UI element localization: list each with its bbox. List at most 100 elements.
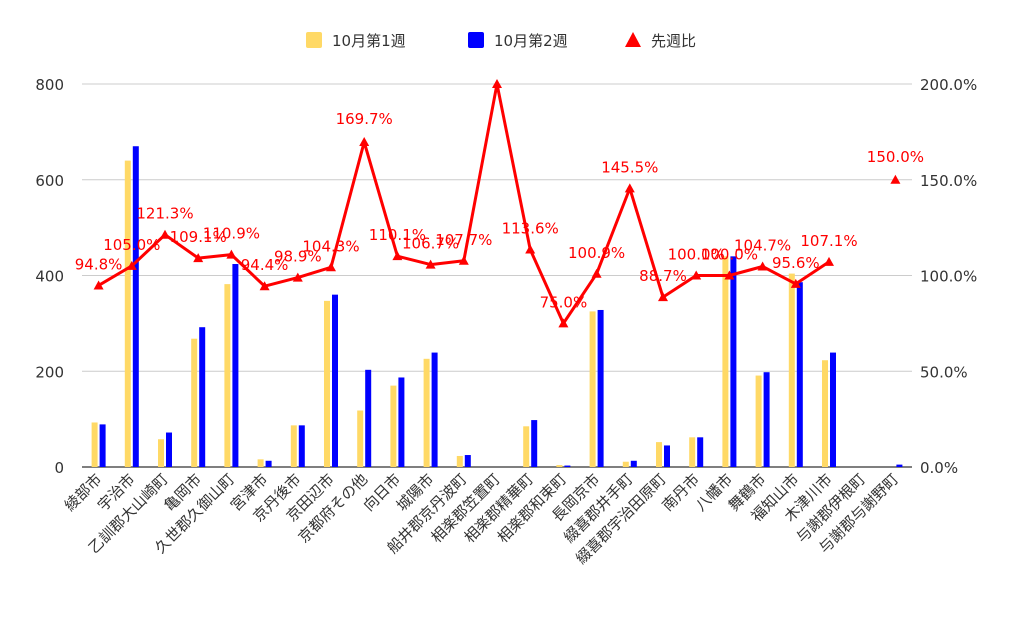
bar-week1 bbox=[456, 455, 463, 467]
bar-week1 bbox=[124, 160, 131, 467]
bar-week2 bbox=[265, 460, 272, 467]
bar-week1 bbox=[589, 311, 596, 467]
ratio-point bbox=[425, 259, 436, 269]
ratio-data-label: 121.3% bbox=[136, 205, 193, 223]
legend-label: 10月第2週 bbox=[494, 32, 568, 50]
ratio-data-label: 104.7% bbox=[734, 236, 791, 254]
bar-week2 bbox=[431, 352, 438, 467]
ratio-point bbox=[624, 183, 635, 193]
legend-swatch bbox=[625, 32, 641, 47]
ratio-point bbox=[126, 260, 137, 270]
bar-week1 bbox=[290, 425, 297, 467]
right-tick-label: 200.0% bbox=[920, 76, 977, 94]
ratio-data-label: 95.6% bbox=[772, 254, 820, 272]
legend: 10月第1週 10月第2週 先週比 bbox=[306, 32, 696, 50]
right-axis-ticks: 0.0% 50.0% 100.0% 150.0% 200.0% bbox=[920, 76, 977, 477]
ratio-point bbox=[259, 281, 270, 291]
bar-week1 bbox=[788, 273, 795, 467]
ratio-data-label: 150.0% bbox=[867, 148, 924, 166]
category-labels: 綾部市宇治市乙訓郡大山崎町亀岡市久世郡久御山町宮津市京丹後市京田辺市京都府その他… bbox=[61, 470, 902, 568]
bar-week1 bbox=[91, 422, 98, 467]
bar-week1 bbox=[224, 284, 231, 467]
ratio-point bbox=[757, 261, 768, 271]
bar-week1 bbox=[158, 439, 164, 467]
ratio-data-label: 98.9% bbox=[274, 248, 322, 266]
ratio-point bbox=[359, 137, 370, 147]
ratio-point bbox=[160, 229, 170, 239]
right-tick-label: 150.0% bbox=[920, 172, 977, 190]
left-tick-label: 400 bbox=[35, 268, 64, 286]
ratio-data-label: 100.0% bbox=[668, 246, 725, 264]
bar-week1 bbox=[257, 459, 264, 467]
ratio-point bbox=[525, 244, 536, 254]
bar-week2 bbox=[730, 256, 737, 467]
bar-week1 bbox=[755, 375, 762, 467]
right-tick-label: 0.0% bbox=[920, 459, 958, 477]
bar-week1 bbox=[523, 426, 530, 467]
ratio-data-label: 100.9% bbox=[568, 244, 625, 262]
left-axis-ticks: 0 200 400 600 800 bbox=[35, 76, 64, 477]
legend-label: 先週比 bbox=[651, 32, 696, 50]
line-series bbox=[93, 79, 901, 328]
ratio-data-label: 169.7% bbox=[336, 110, 393, 128]
bar-week1 bbox=[822, 360, 828, 467]
ratio-point bbox=[93, 280, 104, 290]
ratio-data-label: 113.6% bbox=[502, 219, 559, 237]
ratio-data-label: 107.7% bbox=[435, 231, 492, 249]
bar-week2 bbox=[564, 465, 571, 467]
ratio-data-label: 105.0% bbox=[103, 236, 160, 254]
ratio-data-label: 106.7% bbox=[402, 235, 459, 253]
ratio-point bbox=[392, 251, 403, 261]
bar-week1 bbox=[722, 256, 729, 467]
right-tick-label: 50.0% bbox=[920, 363, 968, 381]
bar-week1 bbox=[191, 338, 198, 467]
legend-swatch bbox=[306, 32, 322, 48]
bar-week2 bbox=[464, 455, 471, 467]
bar-week2 bbox=[132, 146, 139, 468]
ratio-point bbox=[790, 278, 801, 288]
ratio-data-label: 110.1% bbox=[369, 226, 426, 244]
bar-week2 bbox=[531, 420, 538, 467]
ratio-point bbox=[226, 249, 237, 259]
bar-week2 bbox=[664, 445, 670, 467]
legend-label: 10月第1週 bbox=[332, 32, 406, 50]
bar-series bbox=[91, 146, 903, 468]
ratio-point bbox=[724, 270, 735, 280]
ratio-point bbox=[326, 262, 336, 272]
ratio-data-label: 110.9% bbox=[203, 225, 260, 243]
left-tick-label: 200 bbox=[35, 363, 64, 381]
bar-week1 bbox=[622, 461, 629, 467]
bar-week2 bbox=[199, 327, 206, 467]
left-tick-label: 0 bbox=[54, 459, 64, 477]
ratio-point bbox=[558, 318, 569, 328]
data-labels: 94.8%105.0%121.3%109.1%110.9%94.4%98.9%1… bbox=[75, 110, 924, 311]
left-tick-label: 800 bbox=[35, 76, 64, 94]
bar-week2 bbox=[597, 309, 604, 467]
ratio-data-label: 145.5% bbox=[601, 158, 658, 176]
ratio-point bbox=[824, 256, 834, 266]
ratio-point bbox=[658, 292, 668, 302]
bar-week2 bbox=[298, 425, 305, 467]
ratio-point bbox=[691, 270, 702, 280]
bar-week1 bbox=[689, 437, 696, 467]
bar-week2 bbox=[796, 282, 803, 467]
ratio-data-label: 94.4% bbox=[241, 256, 289, 274]
ratio-data-label: 94.8% bbox=[75, 255, 123, 273]
bar-week2 bbox=[398, 377, 405, 467]
ratio-point bbox=[292, 272, 303, 282]
right-tick-label: 100.0% bbox=[920, 268, 977, 286]
bar-week1 bbox=[324, 300, 330, 467]
ratio-data-label: 107.1% bbox=[800, 232, 857, 250]
bar-week2 bbox=[332, 294, 338, 467]
bar-week2 bbox=[763, 372, 770, 467]
ratio-data-label: 104.3% bbox=[302, 237, 359, 255]
ratio-point bbox=[492, 79, 502, 88]
bar-week2 bbox=[830, 352, 836, 467]
bar-week1 bbox=[357, 410, 364, 467]
gridlines bbox=[82, 83, 912, 468]
ratio-line bbox=[97, 82, 830, 325]
bar-week2 bbox=[630, 460, 637, 467]
ratio-data-label: 109.1% bbox=[170, 228, 227, 246]
bar-week2 bbox=[697, 437, 704, 467]
